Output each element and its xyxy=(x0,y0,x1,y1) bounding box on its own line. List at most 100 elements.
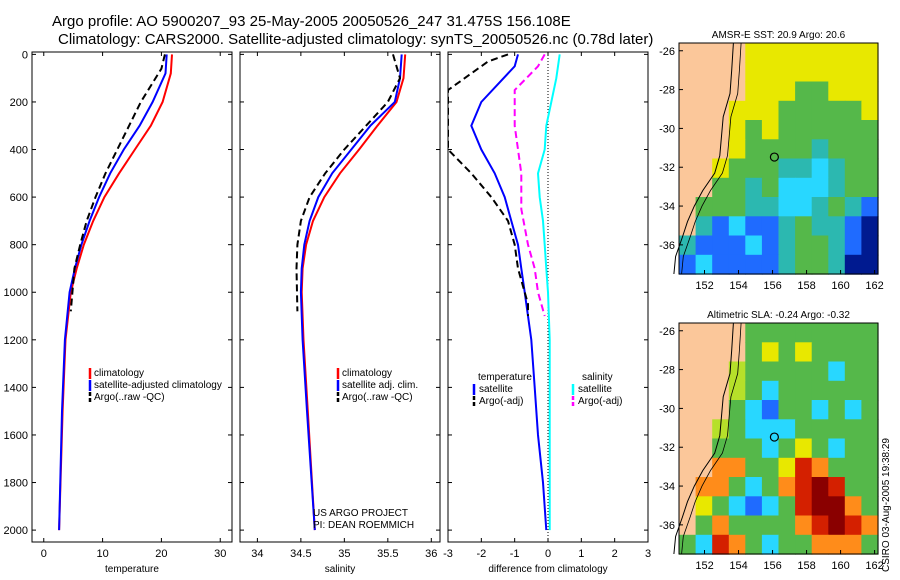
timestamp: CSIRO 03-Aug-2005 19:38:29 xyxy=(881,438,892,572)
sst-map-cell xyxy=(795,158,813,179)
sst-map-float-marker xyxy=(769,152,779,162)
sla-map-cell xyxy=(778,457,796,478)
sla-map-cell xyxy=(844,496,862,517)
sst-map-lon-label: 160 xyxy=(831,280,849,292)
depth-tick-label: 1600 xyxy=(4,430,28,442)
sla-map-cell xyxy=(745,515,763,536)
sst-map-lon-label: 156 xyxy=(763,280,781,292)
sla-map-cell xyxy=(778,496,796,517)
sst-map-cell xyxy=(811,177,829,198)
sla-map-cell xyxy=(745,342,763,363)
difference-xtick-label: 2 xyxy=(612,548,618,560)
sst-map-cell xyxy=(695,254,713,275)
sst-map-cell xyxy=(745,177,763,198)
sla-map-float-marker xyxy=(769,432,779,442)
sla-map-title: Altimetric SLA: -0.24 Argo: -0.32 xyxy=(707,310,850,321)
sla-map-cell xyxy=(728,419,746,440)
sst-map-cell xyxy=(828,43,846,63)
temperature-legend-label: satellite-adjusted climatology xyxy=(94,380,222,391)
sst-map-cell xyxy=(844,158,862,179)
salinity-series-argo-raw-qc- xyxy=(295,54,402,312)
sst-map-cell xyxy=(795,177,813,198)
sst-map-cell xyxy=(795,43,813,63)
sst-map-cell xyxy=(745,235,763,256)
sst-map-cell xyxy=(828,139,846,160)
sla-map-lon-label: 152 xyxy=(695,560,713,572)
sla-map-cell xyxy=(811,477,829,497)
sla-map-cell xyxy=(795,400,813,420)
temperature-xtick-label: 10 xyxy=(96,548,108,560)
sst-map-cell xyxy=(712,177,730,198)
sst-map-cell xyxy=(795,254,813,275)
sla-map-cell xyxy=(761,534,780,555)
sla-map-cell xyxy=(745,457,763,478)
sla-map-cell xyxy=(811,400,829,420)
temperature-xlabel: temperature xyxy=(105,564,159,575)
difference-xtick-label: 1 xyxy=(578,548,584,560)
sla-map-cell xyxy=(844,515,862,536)
sla-map-cell xyxy=(861,515,879,536)
sla-map-cell xyxy=(795,496,813,517)
sla-map-cell xyxy=(745,323,763,343)
sst-map-cell xyxy=(861,177,879,198)
sst-map-cell xyxy=(844,120,862,140)
salinity-legend-label: Argo(..raw -QC) xyxy=(342,392,413,403)
sst-map-cell xyxy=(761,43,780,63)
sla-map-cell xyxy=(795,457,813,478)
sst-map-cell xyxy=(778,62,796,83)
sst-map-cell xyxy=(728,216,746,237)
sla-map-cell xyxy=(761,380,780,401)
sla-map-cell xyxy=(745,380,763,401)
sst-map-cell xyxy=(811,216,829,237)
sst-map-cell xyxy=(695,235,713,256)
sst-map-cell xyxy=(811,120,829,140)
salinity-xlabel: salinity xyxy=(325,564,356,575)
sst-map-cell xyxy=(844,100,862,121)
sla-map-cell xyxy=(745,496,763,517)
sst-map-cell xyxy=(761,158,780,179)
depth-tick-label: 600 xyxy=(10,192,28,204)
sla-map-cell xyxy=(761,438,780,459)
sla-map-cell xyxy=(844,380,862,401)
sst-map-lat-label: -28 xyxy=(659,85,675,97)
sst-map-cell xyxy=(811,43,829,63)
sst-map-lon-label: 152 xyxy=(695,280,713,292)
sla-map-lon-label: 160 xyxy=(831,560,849,572)
sla-map-cell xyxy=(712,496,730,517)
sla-map-cell xyxy=(811,515,829,536)
sst-map-cell xyxy=(844,177,862,198)
difference-series-group xyxy=(448,53,561,531)
sla-map-lat-label: -32 xyxy=(659,442,675,454)
sst-map-cell xyxy=(778,197,796,217)
sla-map-cell xyxy=(861,380,879,401)
sla-map-cell xyxy=(844,419,862,440)
figure-title-line2: Climatology: CARS2000. Satellite-adjuste… xyxy=(58,31,654,48)
sla-map-cell xyxy=(712,515,730,536)
sst-map-cell xyxy=(795,216,813,237)
sla-map-cell xyxy=(795,515,813,536)
sla-map-cell xyxy=(728,477,746,497)
sla-map-cell xyxy=(861,361,879,382)
sla-map-cell xyxy=(861,477,879,497)
sla-map-cell xyxy=(828,342,846,363)
sst-map-cell xyxy=(795,120,813,140)
sst-map-cell xyxy=(844,62,862,83)
sla-map-cell xyxy=(844,400,862,420)
sst-map-cell xyxy=(778,120,796,140)
salinity-legend-label: climatology xyxy=(342,368,392,379)
sst-map-cell xyxy=(811,158,829,179)
depth-tick-label: 1000 xyxy=(4,287,28,299)
sst-map-cell xyxy=(761,197,780,217)
sla-map-cell xyxy=(795,534,813,555)
sst-map-cell xyxy=(728,100,746,121)
sst-map-cell xyxy=(679,235,697,256)
sst-map-cell xyxy=(778,81,796,102)
sst-map-cell xyxy=(761,81,780,102)
sla-map-cell xyxy=(828,534,846,555)
sst-map-cell xyxy=(745,43,763,63)
sla-map-cell xyxy=(761,361,780,382)
sst-map-cell xyxy=(728,254,746,275)
sla-map-cell xyxy=(778,361,796,382)
sla-map-cell xyxy=(844,477,862,497)
sla-map-cell xyxy=(828,380,846,401)
